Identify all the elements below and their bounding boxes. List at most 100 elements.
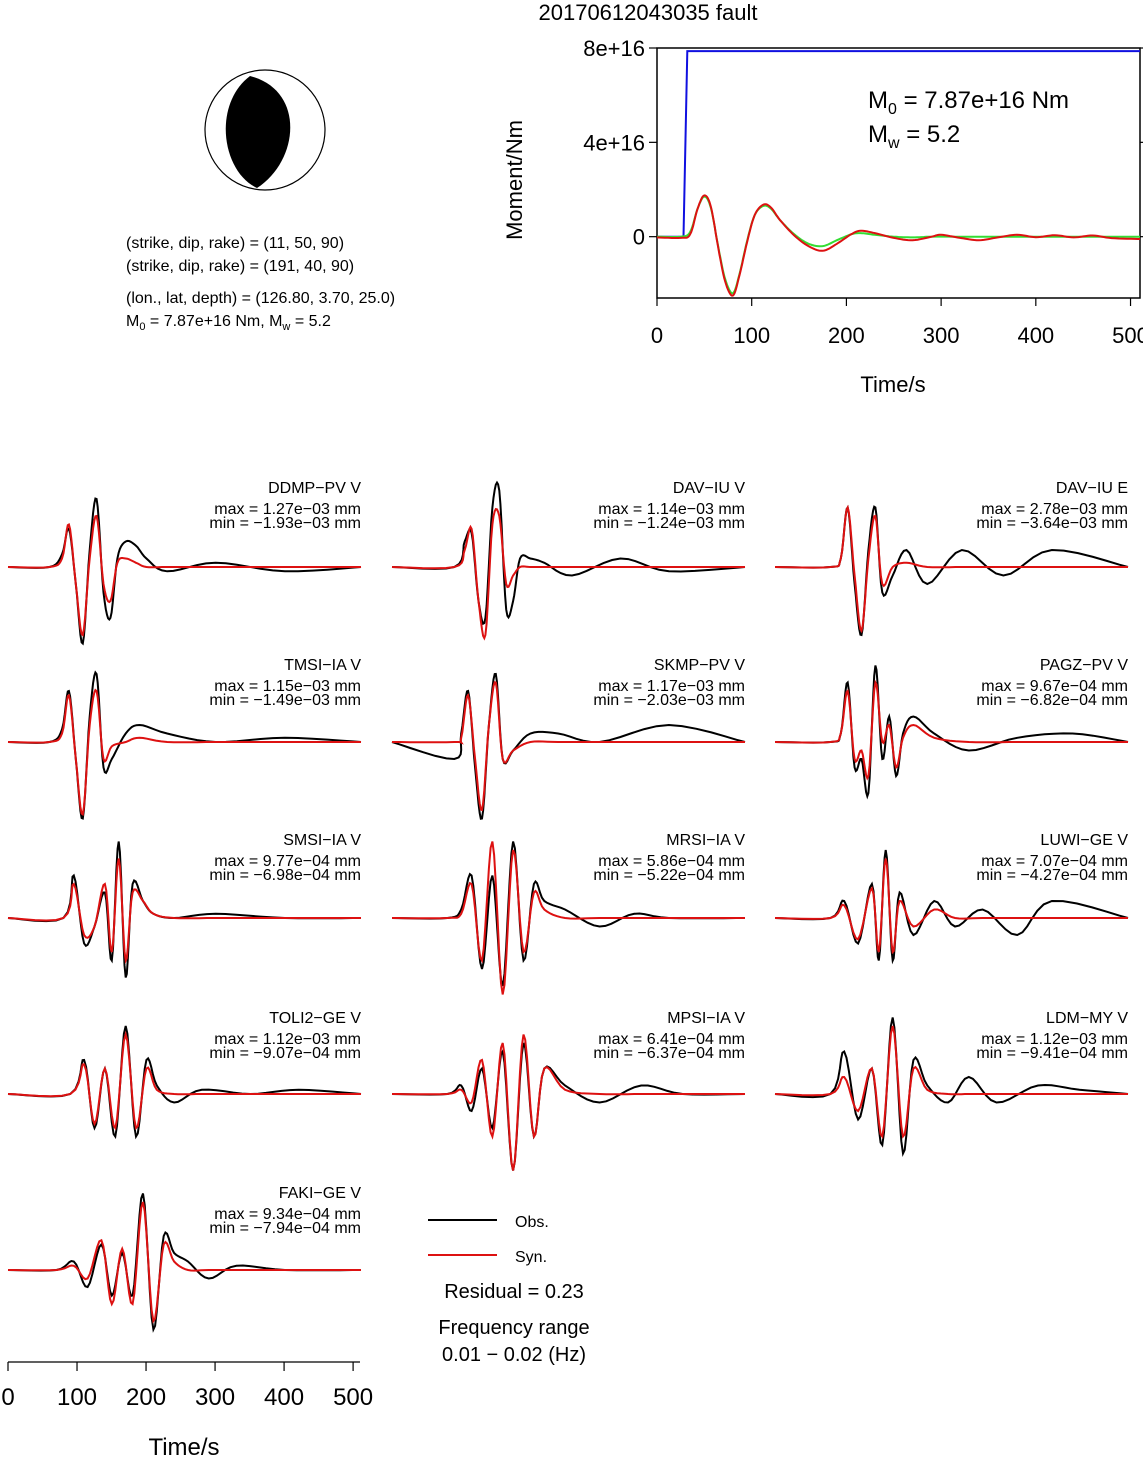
synthetic-trace	[774, 858, 1128, 955]
station-min: min = −9.07e−04 mm	[209, 1045, 361, 1062]
legend-syn-label: Syn.	[515, 1249, 547, 1266]
legend: Obs. Syn. Residual = 0.23 Frequency rang…	[428, 1214, 590, 1366]
station-min: min = −6.98e−04 mm	[209, 867, 361, 884]
frequency-range: 0.01 − 0.02 (Hz)	[442, 1344, 586, 1366]
observed-trace	[7, 1193, 361, 1333]
station-max: max = 1.27e−03 mm	[214, 501, 361, 518]
synthetic-trace	[7, 1030, 361, 1131]
time-axis-tick-label: 500	[333, 1384, 373, 1411]
waveform-time-axis: Time/s 0 100 200 300 400 500	[1, 1361, 373, 1458]
moment-xtick-label: 0	[651, 323, 663, 348]
station-max: max = 1.17e−03 mm	[598, 678, 745, 695]
station-min: min = −2.03e−03 mm	[593, 692, 745, 709]
time-axis-tick-label: 200	[126, 1384, 166, 1411]
moment-xtick-label: 500	[1112, 323, 1143, 348]
residual-text: Residual = 0.23	[444, 1281, 584, 1303]
station-name: MRSI−IA V	[666, 832, 745, 849]
station-max: max = 6.41e−04 mm	[598, 1031, 745, 1048]
station-name: SMSI−IA V	[283, 832, 361, 849]
station-max: max = 2.78e−03 mm	[981, 501, 1128, 518]
station-name: TMSI−IA V	[284, 657, 361, 674]
station-max: max = 1.12e−03 mm	[214, 1031, 361, 1048]
station-name: MPSI−IA V	[667, 1010, 745, 1027]
synthetic-trace	[774, 504, 1128, 634]
station-min: min = −9.41e−04 mm	[976, 1045, 1128, 1062]
station-min: min = −1.24e−03 mm	[593, 515, 745, 532]
station-min: min = −1.93e−03 mm	[209, 515, 361, 532]
station-name: DAV−IU E	[1056, 480, 1128, 497]
synthetic-trace	[7, 514, 361, 637]
moment-rate-plot: Moment/Nm Time/s M0 = 7.87e+16 Nm Mw = 5…	[502, 36, 1143, 397]
moment-xtick-label: 300	[923, 323, 960, 348]
station-min: min = −7.94e−04 mm	[209, 1220, 361, 1237]
time-axis-label: Time/s	[148, 1434, 219, 1458]
synthetic-trace	[392, 680, 745, 812]
station-max: max = 7.07e−04 mm	[981, 853, 1128, 870]
observed-trace	[391, 1042, 746, 1171]
station-max: max = 9.77e−04 mm	[214, 853, 361, 870]
time-axis-tick-label: 400	[264, 1384, 304, 1411]
legend-obs-label: Obs.	[515, 1214, 549, 1231]
moment-plot-ticks: 0 100 200 300 400 500 0 4e+16 8e+16	[583, 36, 1143, 348]
synthetic-trace	[774, 1025, 1128, 1140]
synthetic-trace	[8, 1201, 361, 1324]
station-max: max = 5.86e−04 mm	[598, 853, 745, 870]
moment-series-line	[656, 194, 1140, 297]
time-axis-tick-label: 100	[57, 1384, 97, 1411]
location-text: (lon., lat, depth) = (126.80, 3.70, 25.0…	[126, 290, 395, 307]
station-name: LUWI−GE V	[1040, 832, 1128, 849]
synthetic-trace	[392, 841, 745, 995]
station-name: DAV−IU V	[673, 480, 746, 497]
figure-title: 20170612043035 fault	[539, 0, 758, 25]
station-name: FAKI−GE V	[279, 1185, 362, 1202]
moment-xtick-label: 100	[733, 323, 770, 348]
station-min: min = −3.64e−03 mm	[976, 515, 1128, 532]
moment-xtick-label: 200	[828, 323, 865, 348]
station-name: SKMP−PV V	[654, 657, 745, 674]
station-max: max = 1.15e−03 mm	[214, 678, 361, 695]
moment-plot-ylabel: Moment/Nm	[502, 120, 527, 240]
station-min: min = −4.27e−04 mm	[976, 867, 1128, 884]
station-max: max = 1.14e−03 mm	[598, 501, 745, 518]
moment-magnitude-text: M0 = 7.87e+16 Nm, Mw = 5.2	[126, 313, 331, 333]
station-name: LDM−MY V	[1046, 1010, 1128, 1027]
moment-ytick-label: 4e+16	[583, 130, 645, 155]
beachball-icon	[204, 69, 326, 191]
moment-ytick-label: 0	[633, 225, 645, 250]
station-max: max = 9.67e−04 mm	[981, 678, 1128, 695]
moment-series-line	[657, 195, 1140, 295]
m0-annotation: M0 = 7.87e+16 Nm	[868, 87, 1069, 118]
time-axis-tick-label: 0	[1, 1384, 14, 1411]
station-name: PAGZ−PV V	[1040, 657, 1129, 674]
mw-annotation: Mw = 5.2	[868, 121, 960, 152]
station-min: min = −6.82e−04 mm	[976, 692, 1128, 709]
moment-ytick-label: 8e+16	[583, 36, 645, 61]
frequency-title: Frequency range	[438, 1317, 589, 1339]
station-min: min = −1.49e−03 mm	[209, 692, 361, 709]
station-name: DDMP−PV V	[268, 480, 361, 497]
moment-plot-series	[656, 50, 1140, 297]
moment-xtick-label: 400	[1017, 323, 1054, 348]
synthetic-trace	[774, 679, 1128, 781]
synthetic-trace	[392, 1034, 745, 1171]
synthetic-trace	[391, 507, 745, 641]
moment-plot-xlabel: Time/s	[860, 372, 925, 397]
moment-plot-frame	[656, 47, 1141, 299]
station-min: min = −6.37e−04 mm	[593, 1045, 745, 1062]
observed-trace	[774, 665, 1129, 800]
station-max: max = 9.34e−04 mm	[214, 1206, 361, 1223]
station-max: max = 1.12e−03 mm	[981, 1031, 1128, 1048]
plane2-text: (strike, dip, rake) = (191, 40, 90)	[126, 258, 354, 275]
